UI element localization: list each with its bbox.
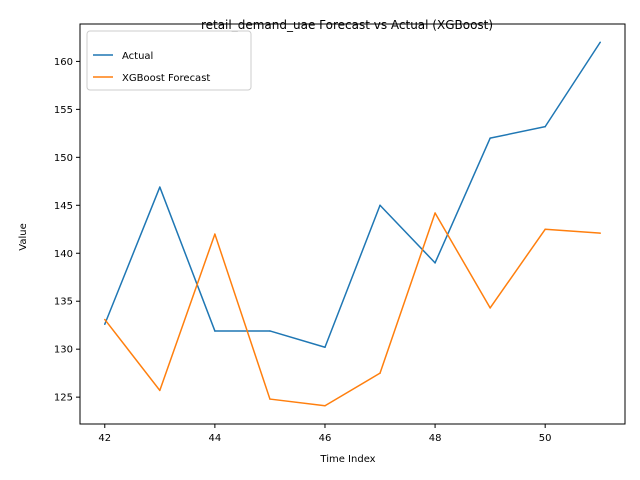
chart-title: retail_demand_uae Forecast vs Actual (XG… (201, 18, 493, 32)
x-axis-label: Time Index (319, 454, 375, 465)
x-tick-label: 50 (539, 433, 552, 444)
data-point (159, 389, 161, 392)
data-point (214, 330, 216, 332)
series-line-1 (104, 212, 601, 407)
data-point (599, 232, 601, 234)
plot-frame (79, 23, 626, 425)
y-axis-label: Value (18, 223, 29, 250)
data-point (269, 330, 271, 332)
y-tick-label: 135 (54, 297, 73, 308)
x-axis-ticks: 42 44 46 48 50 (98, 424, 552, 444)
data-point (434, 262, 436, 264)
data-point (269, 398, 271, 400)
data-point (214, 233, 216, 235)
data-point (544, 125, 546, 128)
legend: Actual XGBoost Forecast (86, 30, 252, 91)
data-point (489, 137, 491, 139)
data-point (324, 405, 326, 407)
y-tick-label: 155 (54, 105, 73, 116)
y-tick-label: 140 (54, 249, 73, 260)
data-point (434, 212, 436, 214)
data-point (379, 204, 381, 207)
data-point (159, 186, 161, 188)
x-tick-label: 44 (209, 433, 222, 444)
y-axis-ticks: 125 130 135 140 145 150 155 160 (54, 57, 80, 404)
data-point (379, 372, 381, 374)
y-tick-label: 125 (54, 393, 73, 404)
data-point (544, 228, 546, 231)
x-tick-label: 46 (319, 433, 332, 444)
data-point (104, 323, 106, 325)
data-point (489, 307, 491, 309)
legend-label: Actual (122, 51, 153, 62)
data-point (324, 346, 326, 349)
y-tick-label: 130 (54, 345, 73, 356)
series-lines (104, 41, 601, 407)
data-point (104, 318, 106, 321)
data-point (599, 41, 601, 43)
x-tick-label: 48 (429, 433, 442, 444)
y-tick-label: 150 (54, 153, 73, 164)
y-tick-label: 160 (54, 57, 73, 68)
series-line-0 (104, 41, 601, 349)
y-tick-label: 145 (54, 201, 73, 212)
legend-label: XGBoost Forecast (122, 73, 210, 84)
x-tick-label: 42 (98, 433, 111, 444)
legend-box (86, 30, 252, 91)
